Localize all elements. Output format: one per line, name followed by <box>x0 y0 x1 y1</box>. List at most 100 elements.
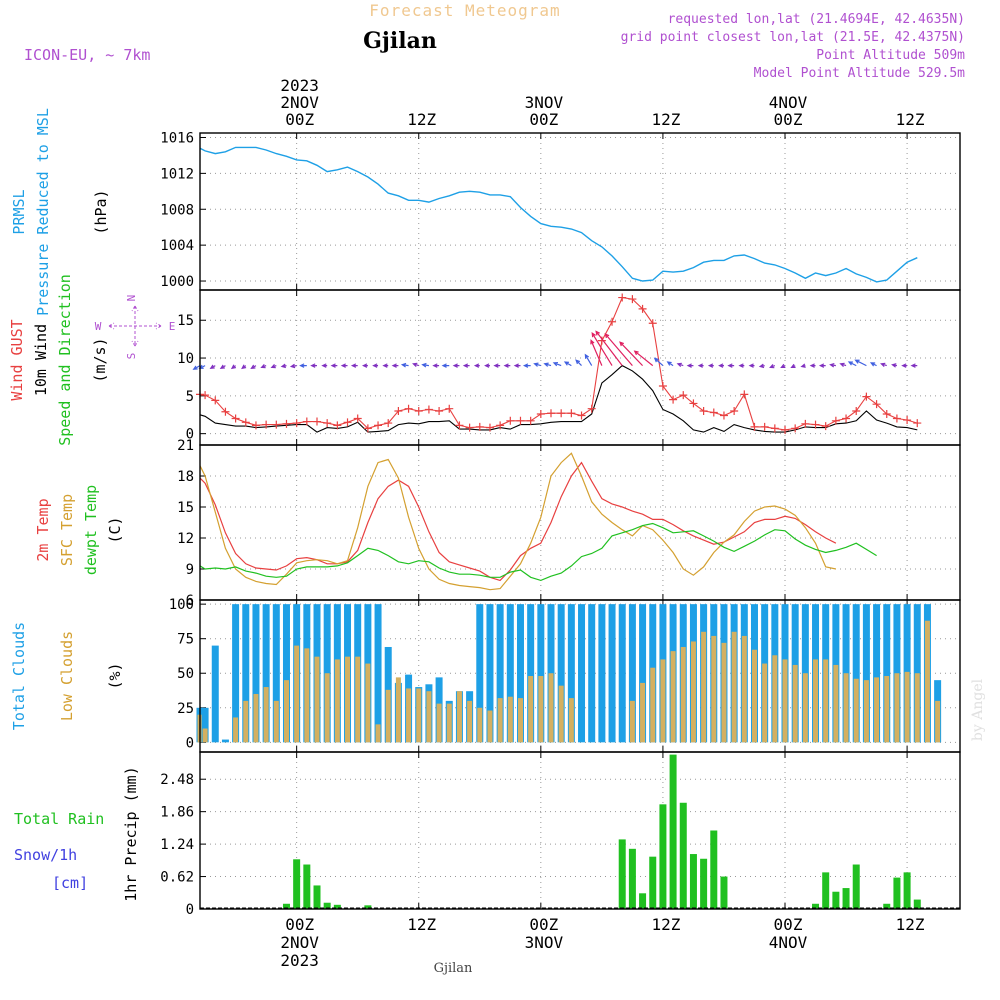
low-cloud-bar <box>497 698 503 743</box>
low-cloud-bar <box>813 659 819 743</box>
wind-arrow <box>270 364 277 369</box>
gust-marker <box>709 408 718 417</box>
low-cloud-bar <box>650 667 656 743</box>
wind-arrow <box>686 363 694 368</box>
compass-rose-icon <box>108 305 162 347</box>
wind-arrow <box>452 363 460 368</box>
total-cloud-bar <box>323 604 331 743</box>
gust-marker <box>648 319 657 328</box>
rain-bar <box>720 876 728 909</box>
low-cloud-bar <box>568 698 574 743</box>
low-cloud-bar <box>772 655 778 743</box>
gust-marker <box>475 422 484 431</box>
low-cloud-bar <box>365 663 371 743</box>
wind-arrow <box>604 333 633 367</box>
temp-axis-label: SFC Temp <box>58 494 76 566</box>
top-time-label: 4NOV <box>769 93 808 112</box>
low-cloud-bar <box>690 641 696 743</box>
pressure-line <box>199 146 918 283</box>
rain-bar <box>659 804 667 909</box>
low-cloud-bar <box>792 664 798 743</box>
total-cloud-bar <box>496 604 504 743</box>
compass-e: E <box>169 320 176 333</box>
low-cloud-bar <box>314 656 320 743</box>
low-cloud-bar <box>782 659 788 743</box>
total-cloud-bar <box>873 604 881 743</box>
wind-arrow <box>552 361 562 367</box>
compass-w: W <box>95 320 102 333</box>
wind10m-line <box>199 364 918 433</box>
sfc-temp-line <box>199 452 837 591</box>
wind-arrow <box>350 363 358 368</box>
y-tick-label-pressure: 1016 <box>160 130 194 146</box>
temp-axis-label: (C) <box>106 516 124 543</box>
wind-arrow <box>563 361 572 367</box>
wind-axis-label: Wind GUST <box>8 319 26 400</box>
panel-frame <box>199 132 961 291</box>
panel-clouds: 0 25 50 75 100 <box>169 597 960 752</box>
low-cloud-bar <box>853 678 859 743</box>
bottom-time-label: 4NOV <box>769 933 808 952</box>
clouds-axis-label: Low Clouds <box>58 631 76 721</box>
low-cloud-bar <box>731 631 737 743</box>
wind-arrow <box>280 363 287 369</box>
wind-arrow <box>676 362 684 368</box>
low-cloud-bar <box>863 680 869 743</box>
wind-arrow <box>533 362 541 367</box>
total-cloud-bar <box>547 604 555 743</box>
low-cloud-bar <box>629 700 635 743</box>
y-tick-label-wind: 5 <box>186 389 194 405</box>
gust-marker <box>852 406 861 415</box>
gust-marker <box>374 421 383 430</box>
total-cloud-bar <box>801 604 809 743</box>
wind-arrow <box>361 363 368 368</box>
low-cloud-bar <box>233 717 239 743</box>
snow-unit-label: [cm] <box>52 874 88 892</box>
wind-arrow <box>441 363 450 368</box>
total-cloud-bar <box>862 604 870 743</box>
y-tick-label-pressure: 1012 <box>160 166 194 182</box>
wind-arrow <box>910 363 918 368</box>
total-cloud-bar <box>211 645 219 743</box>
gust-marker <box>699 406 708 415</box>
low-cloud-bar <box>751 649 757 743</box>
y-tick-label-pressure: 1000 <box>160 274 194 290</box>
rain-bar <box>913 899 921 909</box>
bottom-time-label: 12Z <box>896 915 925 934</box>
gust-marker <box>781 425 790 434</box>
rain-bar <box>812 903 820 909</box>
total-cloud-bar <box>252 604 260 743</box>
gust-marker <box>414 406 423 415</box>
total-cloud-bar <box>913 604 921 743</box>
y-tick-label-clouds: 0 <box>186 735 194 751</box>
footer-location: Gjilan <box>434 961 473 976</box>
location-title: Gjilan <box>363 28 437 54</box>
wind-arrow <box>484 363 490 368</box>
gust-marker <box>567 409 576 418</box>
total-cloud-bar <box>232 604 240 743</box>
rain-bar <box>893 877 901 909</box>
bottom-time-label: 2NOV <box>280 933 319 952</box>
low-cloud-bar <box>884 676 890 743</box>
low-cloud-bar <box>436 703 442 743</box>
gust-marker <box>750 422 759 431</box>
gust-marker <box>730 406 739 415</box>
gust-marker <box>282 419 291 428</box>
wind-arrow <box>748 363 755 368</box>
top-time-label: 00Z <box>285 110 314 129</box>
wind-arrow <box>462 363 470 368</box>
gust-marker <box>842 414 851 423</box>
low-cloud-bar <box>823 659 829 743</box>
gust-marker <box>811 420 820 429</box>
y-tick-label-temperature: 9 <box>186 562 194 578</box>
total-cloud-bar <box>527 604 535 743</box>
low-cloud-bar <box>345 656 351 743</box>
gust-marker <box>689 399 698 408</box>
low-cloud-bar <box>294 645 300 743</box>
gust-marker <box>587 404 596 413</box>
clouds-axis-label: (%) <box>106 662 124 689</box>
gust-marker <box>251 421 260 430</box>
total-cloud-bar <box>516 604 524 743</box>
gust-marker <box>821 422 830 431</box>
